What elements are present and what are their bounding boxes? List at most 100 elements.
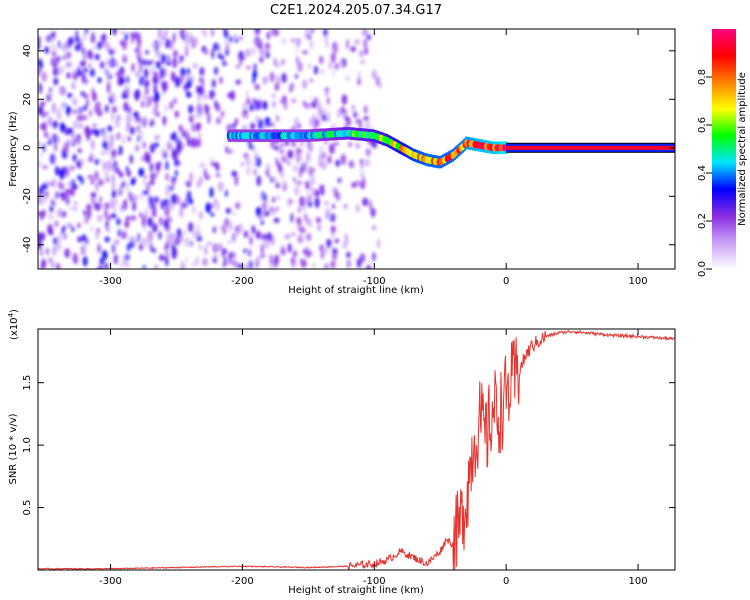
noise-blob [320,189,325,196]
noise-blob [246,170,250,176]
noise-blob [198,176,203,186]
noise-blob [188,104,194,114]
noise-blob [181,34,186,40]
noise-blob [226,240,232,245]
noise-blob [253,48,257,54]
noise-blob [282,178,286,189]
noise-blob [284,141,289,147]
noise-blob [211,29,214,37]
noise-blob [323,200,330,206]
noise-blob [307,200,313,208]
noise-blob [227,92,232,98]
noise-blob [160,199,165,210]
noise-blob [290,232,296,237]
noise-blob [60,182,65,191]
noise-blob [345,75,350,82]
noise-blob [294,180,300,186]
noise-blob [186,190,192,200]
noise-blob [97,243,101,254]
noise-blob [254,84,260,91]
noise-blob [110,213,117,219]
noise-blob [230,90,235,101]
noise-blob [48,181,55,186]
noise-blob [103,161,106,169]
noise-blob [147,217,153,227]
noise-blob [318,156,322,168]
noise-blob [234,118,239,126]
noise-blob [146,95,153,106]
noise-blob [49,228,54,236]
noise-blob [273,57,276,67]
noise-blob [246,65,251,70]
noise-blob [152,106,157,116]
noise-blob [178,160,181,167]
noise-blob [310,78,313,83]
noise-blob [76,115,83,122]
noise-blob [174,158,179,167]
noise-blob [135,144,140,152]
noise-blob [66,197,70,206]
noise-blob [154,134,160,141]
noise-blob [215,117,222,125]
noise-blob [260,253,266,258]
noise-blob [38,141,41,147]
y-tick-label: 0 [22,145,33,151]
noise-blob [175,169,178,177]
noise-blob [65,105,72,115]
noise-blob [215,163,220,172]
noise-blob [83,93,89,99]
noise-blob [314,197,320,209]
noise-blob [329,213,336,223]
noise-blob [355,203,360,213]
noise-blob [140,156,145,162]
noise-blob [77,222,81,229]
noise-blob [96,227,100,234]
noise-blob [275,157,278,165]
noise-blob [41,71,47,83]
noise-blob [179,55,184,62]
noise-blob [72,206,78,212]
noise-blob [245,48,250,58]
noise-blob [276,75,281,87]
noise-blob [329,143,335,155]
noise-blob [363,105,368,115]
noise-blob [147,232,152,244]
noise-blob [173,49,178,58]
snr-panel: -300 -200 -100 0 100 0.5 1.0 1.5 Height of str… [7,309,676,596]
colorbar: 0.0 0.2 0.4 0.6 0.8 Normalized spectral ampl… [697,29,748,277]
noise-blob [122,180,126,188]
noise-blob [291,256,295,264]
noise-blob [63,225,66,230]
noise-blob [38,159,42,169]
noise-blob [191,261,196,267]
noise-blob [196,103,202,114]
noise-blob [121,230,127,240]
noise-blob [292,250,298,258]
noise-blob [293,177,296,183]
noise-blob [275,206,280,212]
noise-blob [115,114,121,121]
noise-blob [337,108,341,119]
noise-blob [146,60,152,66]
noise-blob [229,36,233,43]
noise-blob [87,133,90,142]
noise-blob [325,40,329,49]
noise-blob [138,212,143,219]
noise-blob [304,102,311,109]
noise-blob [139,76,144,86]
noise-blob [280,142,284,149]
noise-blob [149,242,153,252]
noise-blob [138,167,145,177]
noise-blob [199,162,206,168]
noise-blob [162,35,167,41]
noise-blob [144,68,149,79]
noise-blob [152,223,158,233]
noise-blob [179,209,183,218]
noise-blob [54,141,57,152]
noise-blob [232,211,236,216]
noise-blob [204,105,210,116]
noise-blob [310,190,315,196]
noise-blob [211,203,214,209]
noise-blob [51,102,57,114]
noise-blob [342,241,347,250]
